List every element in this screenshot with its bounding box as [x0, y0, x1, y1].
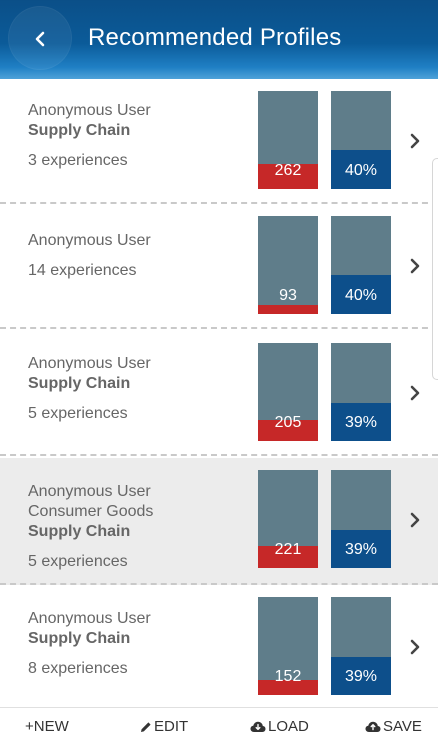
match-bar: 40% — [331, 91, 391, 189]
profile-name: Anonymous User — [28, 102, 151, 119]
profile-row[interactable]: Anonymous User Supply Chain 3 experience… — [0, 79, 438, 204]
match-value: 40% — [344, 287, 378, 304]
chevron-left-icon[interactable] — [30, 26, 52, 52]
save-button[interactable]: SAVE — [365, 718, 422, 735]
match-bar-fill — [331, 529, 391, 568]
score-bar: 262 — [258, 91, 318, 189]
profile-row[interactable]: Anonymous User Supply Chain 8 experience… — [0, 585, 438, 707]
match-bar-fill — [331, 656, 391, 695]
chevron-right-icon[interactable] — [408, 510, 422, 530]
profile-industry: Supply Chain — [28, 375, 131, 392]
profile-industry: Supply Chain — [28, 630, 131, 647]
new-button-label: +NEW — [25, 718, 69, 735]
profile-row[interactable]: Anonymous User Consumer Goods Supply Cha… — [0, 458, 438, 585]
profile-row[interactable]: Anonymous User 14 experiences 93 40% — [0, 204, 438, 329]
edit-button[interactable]: EDIT — [140, 718, 188, 735]
score-value: 152 — [274, 668, 302, 685]
match-bar: 39% — [331, 470, 391, 568]
profile-experiences: 3 experiences — [28, 152, 128, 169]
profile-sector: Consumer Goods — [28, 503, 154, 520]
score-value: 93 — [279, 287, 297, 304]
save-button-label: SAVE — [383, 718, 422, 735]
score-value: 221 — [274, 541, 302, 558]
score-bar-fill — [258, 546, 318, 568]
profile-info: Anonymous User Supply Chain 5 experience… — [28, 354, 151, 424]
chevron-right-icon[interactable] — [408, 637, 422, 657]
match-bar-fill — [331, 274, 391, 314]
pencil-icon — [141, 721, 151, 732]
match-value: 40% — [344, 162, 378, 179]
score-bar-fill — [258, 420, 318, 441]
bottom-toolbar: +NEW EDIT LOAD SAVE — [0, 707, 438, 751]
profile-name: Anonymous User — [28, 610, 151, 627]
match-bar: 39% — [331, 597, 391, 695]
match-bar-fill — [331, 149, 391, 189]
profile-name: Anonymous User — [28, 232, 151, 249]
page-title: Recommended Profiles — [88, 24, 342, 51]
scrollbar[interactable] — [432, 158, 438, 380]
load-button-label: LOAD — [268, 718, 309, 735]
app-header: Recommended Profiles — [0, 0, 438, 79]
score-bar-fill — [258, 163, 318, 189]
chevron-right-icon[interactable] — [408, 131, 422, 151]
profile-experiences: 5 experiences — [28, 553, 128, 570]
match-value: 39% — [344, 668, 378, 685]
match-bar: 39% — [331, 343, 391, 441]
cloud-download-icon — [250, 721, 266, 732]
chevron-right-icon[interactable] — [408, 256, 422, 276]
profile-info: Anonymous User Supply Chain 3 experience… — [28, 101, 151, 171]
profile-info: Anonymous User Consumer Goods Supply Cha… — [28, 482, 153, 572]
profile-info: Anonymous User Supply Chain 8 experience… — [28, 609, 151, 679]
match-bar-fill — [331, 402, 391, 441]
profile-row[interactable]: Anonymous User Supply Chain 5 experience… — [0, 331, 438, 456]
profile-industry: Supply Chain — [28, 523, 131, 540]
score-bar-fill — [258, 680, 318, 695]
new-button[interactable]: +NEW — [25, 718, 69, 735]
score-value: 262 — [274, 162, 302, 179]
profile-industry: Supply Chain — [28, 122, 131, 139]
profile-list: Anonymous User Supply Chain 3 experience… — [0, 79, 438, 707]
profile-name: Anonymous User — [28, 355, 151, 372]
match-bar: 40% — [331, 216, 391, 314]
score-bar: 221 — [258, 470, 318, 568]
edit-button-label: EDIT — [154, 718, 189, 735]
match-value: 39% — [344, 541, 378, 558]
score-bar: 93 — [258, 216, 318, 314]
chevron-right-icon[interactable] — [408, 383, 422, 403]
cloud-upload-icon — [365, 721, 381, 732]
profile-name: Anonymous User — [28, 483, 151, 500]
back-button[interactable] — [8, 6, 72, 70]
score-bar: 205 — [258, 343, 318, 441]
profile-experiences: 8 experiences — [28, 660, 128, 677]
score-bar: 152 — [258, 597, 318, 695]
match-value: 39% — [344, 414, 378, 431]
score-bar-fill — [258, 305, 318, 314]
score-value: 205 — [274, 414, 302, 431]
profile-info: Anonymous User 14 experiences — [28, 231, 151, 281]
profile-experiences: 5 experiences — [28, 405, 128, 422]
load-button[interactable]: LOAD — [250, 718, 309, 735]
profile-experiences: 14 experiences — [28, 262, 137, 279]
